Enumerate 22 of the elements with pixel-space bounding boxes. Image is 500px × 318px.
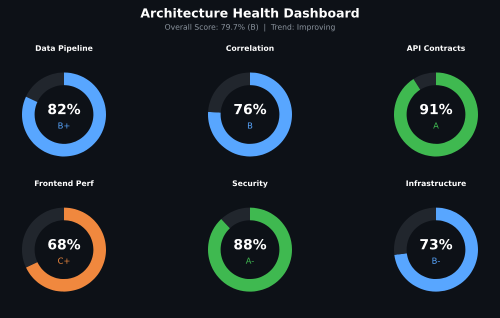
- donut-slice: [26, 72, 64, 102]
- donut-slice: [208, 208, 292, 292]
- donut-slice: [26, 208, 106, 292]
- text: B: [248, 122, 252, 129]
- text: 73%: [420, 238, 452, 250]
- text: C+: [58, 258, 70, 264]
- donut-slice: [413, 72, 436, 90]
- donut-slice: [394, 208, 478, 292]
- text: 76%: [234, 104, 266, 114]
- text: A-: [246, 258, 254, 264]
- text: 88%: [234, 238, 266, 250]
- text: Architecture Health Dashboard: [140, 8, 359, 18]
- donut-slice: [22, 72, 106, 156]
- donut-slice: [208, 72, 292, 156]
- text: A: [433, 122, 439, 129]
- text: 68%: [48, 238, 80, 250]
- text: 91%: [420, 104, 452, 114]
- donut-slice: [394, 72, 478, 156]
- text: 82%: [48, 104, 80, 114]
- text: B-: [432, 258, 440, 264]
- donut-slice: [221, 208, 250, 228]
- text: B+: [58, 122, 70, 129]
